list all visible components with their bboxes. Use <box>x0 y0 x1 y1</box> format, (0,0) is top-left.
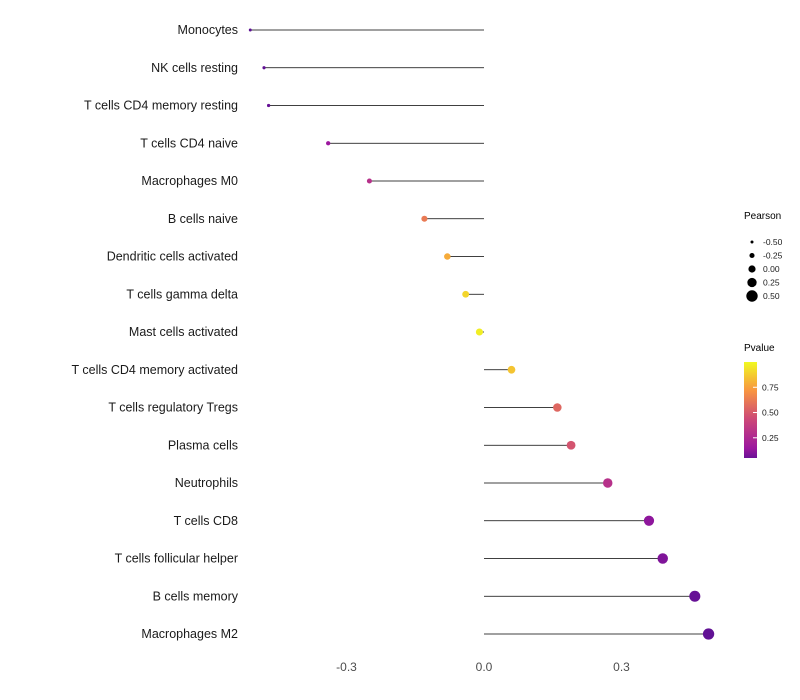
category-label: T cells CD4 naive <box>140 136 238 150</box>
lollipop-dot <box>421 215 428 222</box>
category-label: Neutrophils <box>175 476 238 490</box>
lollipop-dot <box>702 628 715 640</box>
category-label: Monocytes <box>178 23 238 37</box>
size-legend-key-dot <box>749 252 755 259</box>
size-legend-key-dot <box>750 240 754 244</box>
lollipop-dot <box>444 253 451 260</box>
lollipop-dot <box>603 478 613 488</box>
lollipop-dot <box>507 365 516 374</box>
color-legend-label: 0.50 <box>762 408 779 418</box>
size-legend-key-dot <box>747 277 757 288</box>
size-legend-label: -0.50 <box>763 237 783 247</box>
x-axis-tick-label: 0.0 <box>476 660 493 674</box>
category-label: T cells CD4 memory resting <box>84 99 238 113</box>
color-legend-title: Pvalue <box>744 343 775 354</box>
lollipop-dot <box>266 103 271 108</box>
color-legend-label: 0.25 <box>762 433 779 443</box>
lollipop-dot <box>248 28 252 32</box>
lollipop-dot <box>553 403 562 412</box>
x-axis-tick-label: -0.3 <box>336 660 357 674</box>
size-legend-label: 0.25 <box>763 278 780 288</box>
size-legend-label: -0.25 <box>763 251 783 261</box>
x-axis-tick-label: 0.3 <box>613 660 630 674</box>
category-label: Mast cells activated <box>129 325 238 339</box>
category-label: T cells follicular helper <box>115 552 238 566</box>
lollipop-dot <box>657 553 668 564</box>
lollipop-dot <box>689 590 701 602</box>
size-legend-label: 0.00 <box>763 264 780 274</box>
lollipop-dot <box>462 290 470 298</box>
size-legend-title: Pearson <box>744 211 781 222</box>
category-label: NK cells resting <box>151 61 238 75</box>
size-legend-key-dot <box>746 290 758 302</box>
color-legend-gradient-bar <box>744 362 757 458</box>
lollipop-dot <box>366 178 372 184</box>
lollipop-dot <box>643 515 655 526</box>
lollipop-dot <box>326 141 331 146</box>
category-label: B cells memory <box>153 589 239 603</box>
size-legend-key-dot <box>748 265 756 273</box>
lollipop-dot <box>566 440 576 450</box>
category-label: Macrophages M2 <box>141 627 238 641</box>
size-legend-label: 0.50 <box>763 291 780 301</box>
category-label: B cells naive <box>168 212 238 226</box>
category-label: Dendritic cells activated <box>107 250 238 264</box>
category-label: T cells gamma delta <box>126 287 238 301</box>
category-label: T cells CD8 <box>174 514 238 528</box>
lollipop-dot <box>475 328 483 336</box>
lollipop-dot <box>262 66 266 70</box>
category-label: T cells CD4 memory activated <box>72 363 239 377</box>
category-label: Macrophages M0 <box>141 174 238 188</box>
color-legend-label: 0.75 <box>762 382 779 392</box>
category-label: Plasma cells <box>168 438 238 452</box>
category-label: T cells regulatory Tregs <box>108 401 238 415</box>
